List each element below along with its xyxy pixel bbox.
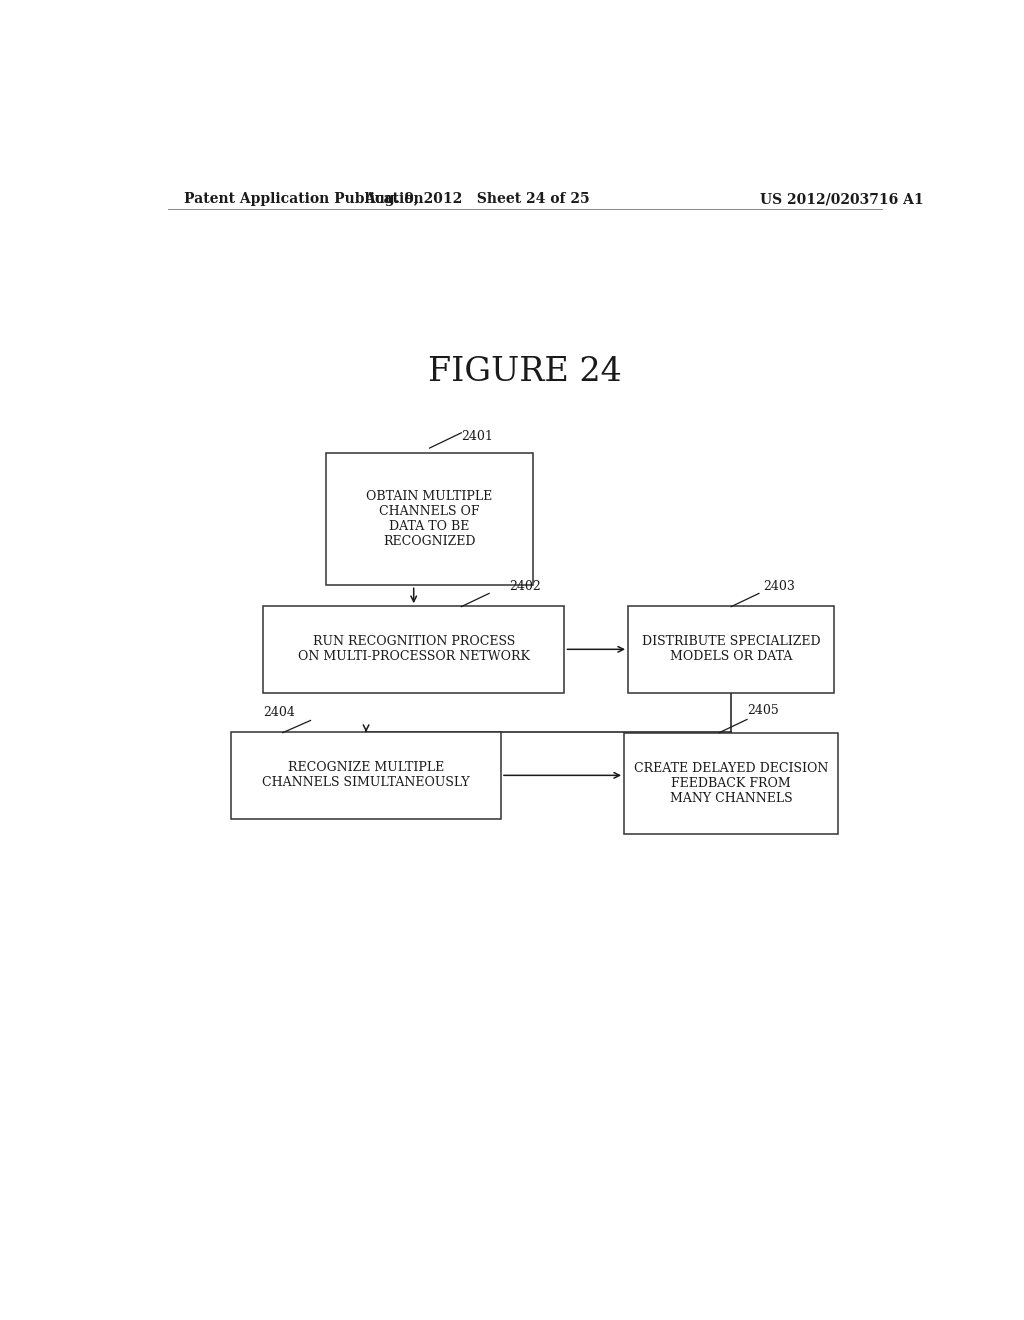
Text: 2403: 2403 <box>763 581 795 594</box>
Text: DISTRIBUTE SPECIALIZED
MODELS OR DATA: DISTRIBUTE SPECIALIZED MODELS OR DATA <box>642 635 820 664</box>
Bar <box>231 733 501 818</box>
Text: Aug. 9, 2012   Sheet 24 of 25: Aug. 9, 2012 Sheet 24 of 25 <box>365 191 590 206</box>
Text: 2404: 2404 <box>263 706 295 719</box>
Text: 2401: 2401 <box>461 430 494 444</box>
Text: US 2012/0203716 A1: US 2012/0203716 A1 <box>761 191 924 206</box>
Text: OBTAIN MULTIPLE
CHANNELS OF
DATA TO BE
RECOGNIZED: OBTAIN MULTIPLE CHANNELS OF DATA TO BE R… <box>367 490 493 548</box>
Bar <box>624 733 839 834</box>
Text: 2402: 2402 <box>509 581 541 594</box>
Text: FIGURE 24: FIGURE 24 <box>428 356 622 388</box>
Text: RECOGNIZE MULTIPLE
CHANNELS SIMULTANEOUSLY: RECOGNIZE MULTIPLE CHANNELS SIMULTANEOUS… <box>262 762 470 789</box>
Text: CREATE DELAYED DECISION
FEEDBACK FROM
MANY CHANNELS: CREATE DELAYED DECISION FEEDBACK FROM MA… <box>634 762 828 805</box>
Text: RUN RECOGNITION PROCESS
ON MULTI-PROCESSOR NETWORK: RUN RECOGNITION PROCESS ON MULTI-PROCESS… <box>298 635 529 664</box>
Bar <box>327 453 532 585</box>
Bar <box>628 606 835 693</box>
Bar <box>263 606 564 693</box>
Text: Patent Application Publication: Patent Application Publication <box>183 191 423 206</box>
Text: 2405: 2405 <box>748 705 779 718</box>
